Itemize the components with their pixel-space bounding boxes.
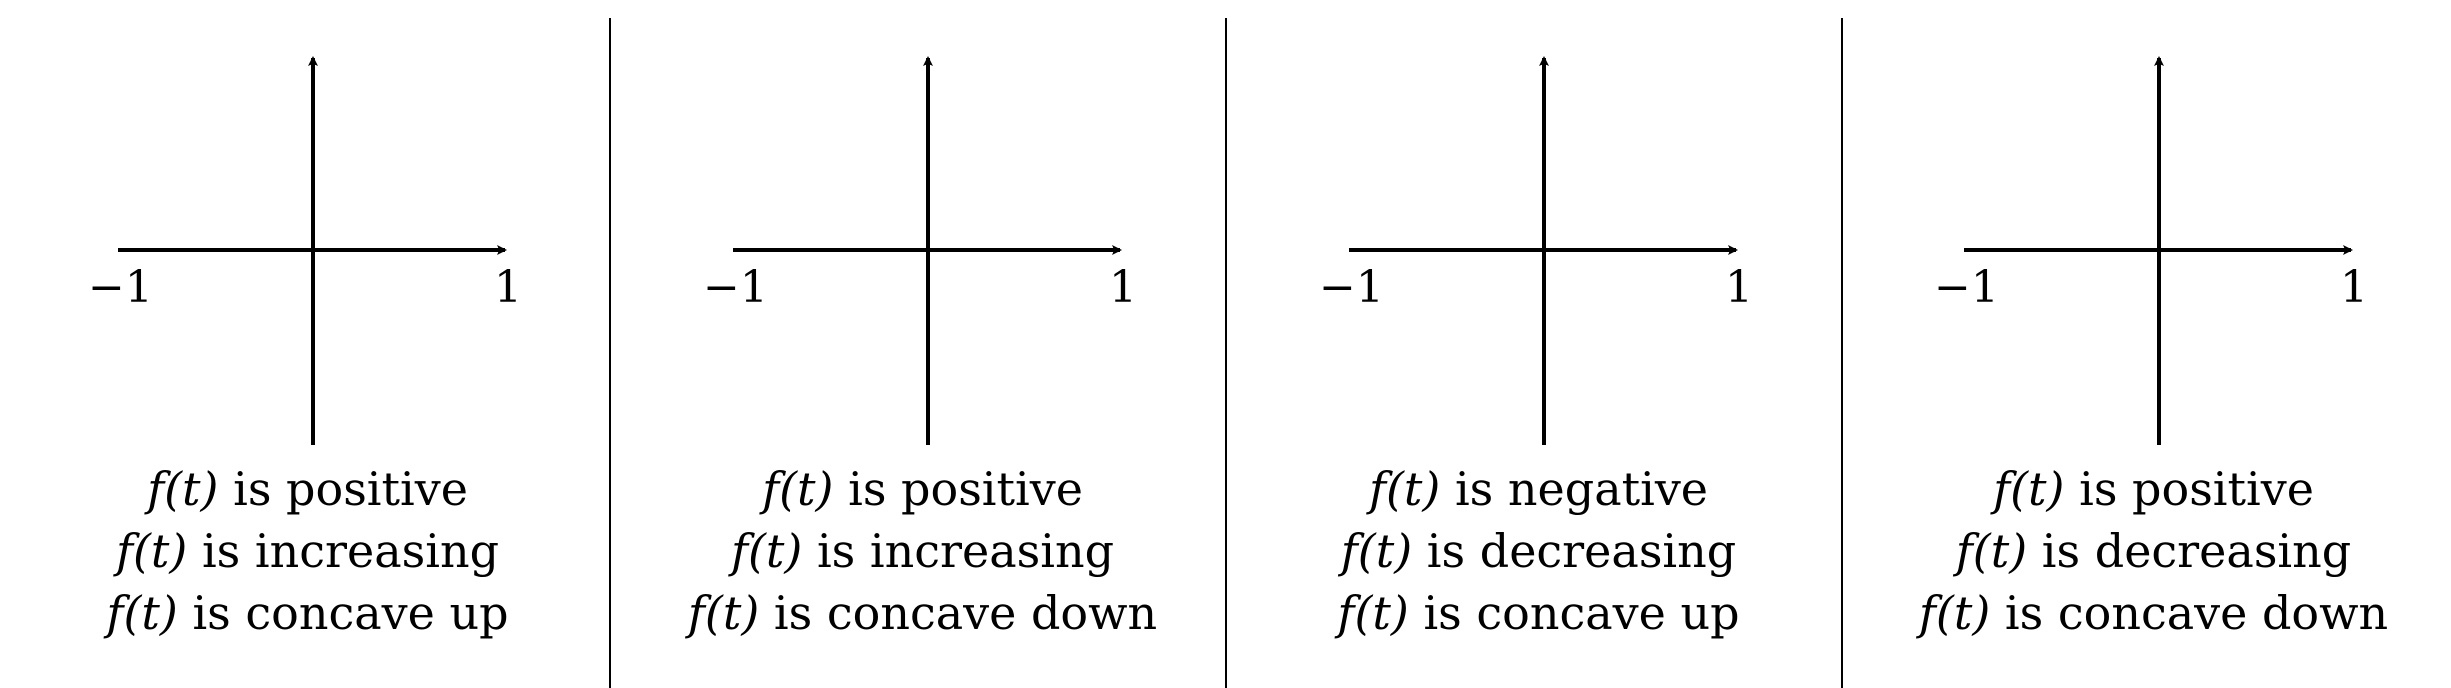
caption-line-sign: f(t) is positive bbox=[147, 462, 468, 516]
x-min-tick-label: −1 bbox=[703, 262, 768, 313]
axes-1: −1 1 bbox=[88, 56, 522, 445]
panel-caption: f(t) is positive f(t) is decreasing f(t)… bbox=[1846, 458, 2451, 644]
axes-3: −1 1 bbox=[1319, 56, 1753, 445]
panel-caption: f(t) is positive f(t) is increasing f(t)… bbox=[615, 458, 1230, 644]
x-max-tick-label: 1 bbox=[2340, 262, 2368, 313]
x-min-tick-label: −1 bbox=[88, 262, 153, 313]
panel-4: −1 1 f(t) is positive f(t) is decreasing… bbox=[1836, 0, 2451, 688]
x-min-tick-label: −1 bbox=[1934, 262, 1999, 313]
caption-line-concavity: f(t) is concave down bbox=[687, 586, 1158, 640]
caption-line-sign: f(t) is positive bbox=[762, 462, 1083, 516]
x-max-tick-label: 1 bbox=[1109, 262, 1137, 313]
panel-caption: f(t) is positive f(t) is increasing f(t)… bbox=[0, 458, 615, 644]
caption-line-sign: f(t) is negative bbox=[1368, 462, 1709, 516]
divider-3 bbox=[1841, 18, 1843, 688]
divider-1 bbox=[609, 18, 611, 688]
axes-4: −1 1 bbox=[1934, 56, 2368, 445]
panel-3: −1 1 f(t) is negative f(t) is decreasing… bbox=[1231, 0, 1846, 688]
caption-line-concavity: f(t) is concave up bbox=[1337, 586, 1740, 640]
panel-caption: f(t) is negative f(t) is decreasing f(t)… bbox=[1231, 458, 1846, 644]
x-min-tick-label: −1 bbox=[1319, 262, 1384, 313]
divider-2 bbox=[1225, 18, 1227, 688]
caption-line-monotonicity: f(t) is decreasing bbox=[1340, 524, 1737, 578]
x-max-tick-label: 1 bbox=[1725, 262, 1753, 313]
x-max-tick-label: 1 bbox=[494, 262, 522, 313]
caption-line-monotonicity: f(t) is increasing bbox=[115, 524, 500, 578]
axes-2: −1 1 bbox=[703, 56, 1137, 445]
caption-line-monotonicity: f(t) is decreasing bbox=[1955, 524, 2352, 578]
caption-line-sign: f(t) is positive bbox=[1993, 462, 2314, 516]
caption-line-concavity: f(t) is concave up bbox=[106, 586, 509, 640]
caption-line-monotonicity: f(t) is increasing bbox=[730, 524, 1115, 578]
panel-2: −1 1 f(t) is positive f(t) is increasing… bbox=[615, 0, 1230, 688]
caption-line-concavity: f(t) is concave down bbox=[1918, 586, 2389, 640]
panel-1: −1 1 f(t) is positive f(t) is increasing… bbox=[0, 0, 615, 688]
